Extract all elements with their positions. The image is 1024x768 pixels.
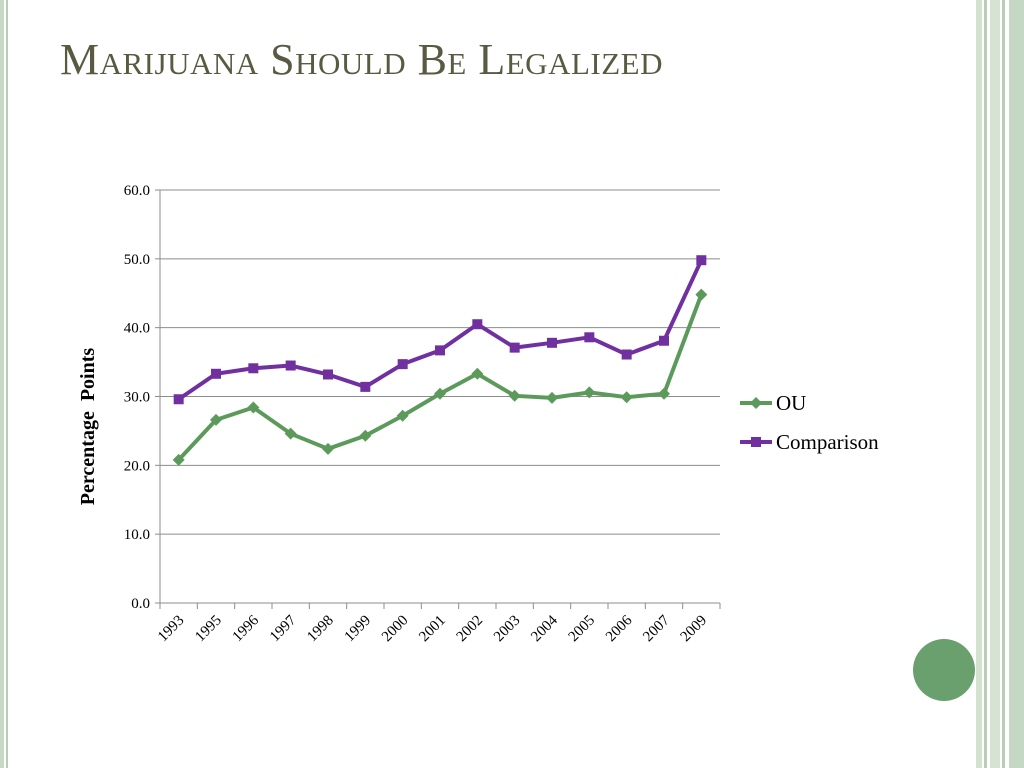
- data-point-ou: [210, 413, 222, 426]
- x-tick-label: 2007: [640, 612, 673, 645]
- data-point-ou: [396, 409, 409, 422]
- data-point-ou: [658, 387, 670, 400]
- series-line-ou: [177, 293, 704, 462]
- data-point-ou: [172, 453, 185, 466]
- legend-marker: [750, 397, 762, 409]
- x-tick-label: 2009: [678, 613, 711, 646]
- right-decorative-border: [976, 0, 1024, 768]
- decorative-circle: [913, 639, 975, 701]
- data-point-comparison: [285, 360, 296, 371]
- y-tick-label: 40.0: [124, 321, 150, 337]
- data-point-comparison: [248, 363, 259, 374]
- y-tick-label: 50.0: [124, 252, 150, 268]
- line-chart: 0.0 10.0 20.0 30.0 40.0 50.0 60.0 1993 1995 1996 1…: [60, 160, 940, 700]
- x-tick-label: 2006: [603, 612, 636, 645]
- data-point-ou: [546, 391, 558, 404]
- data-point-comparison: [360, 381, 371, 392]
- x-tick-label: 1993: [155, 613, 188, 646]
- y-tick-label: 20.0: [124, 458, 150, 474]
- x-tick-label: 2004: [528, 612, 561, 645]
- data-point-comparison: [621, 349, 632, 360]
- data-point-comparison: [509, 342, 520, 353]
- data-point-comparison: [173, 394, 184, 405]
- data-point-comparison: [397, 359, 408, 370]
- data-point-ou: [471, 367, 484, 380]
- data-point-ou: [434, 387, 446, 400]
- x-tick-label: 2001: [416, 613, 449, 646]
- y-tick-label: 30.0: [124, 390, 150, 406]
- data-point-comparison: [584, 332, 595, 343]
- x-tick-label: 2003: [491, 613, 524, 646]
- x-tick-label: 2002: [454, 613, 487, 646]
- data-point-comparison: [659, 335, 669, 346]
- data-point-ou: [284, 427, 297, 440]
- x-tick-label: 2000: [379, 613, 412, 646]
- legend-label: Comparison: [776, 430, 879, 454]
- data-point-comparison: [323, 369, 333, 380]
- x-tick-label: 2005: [566, 613, 599, 646]
- y-tick-label: 0.0: [131, 596, 150, 612]
- y-tick-label: 60.0: [124, 183, 150, 199]
- data-point-comparison: [472, 319, 483, 330]
- x-tick-label: 1995: [192, 613, 225, 646]
- y-tick-label: 10.0: [124, 527, 150, 543]
- data-point-ou: [695, 288, 708, 301]
- data-point-comparison: [211, 368, 221, 379]
- slide-title: Marijuana Should Be Legalized: [60, 35, 663, 84]
- legend-label: OU: [776, 391, 806, 415]
- x-tick-label: 1996: [230, 612, 263, 645]
- y-axis-title: Percentage Points: [77, 348, 99, 506]
- data-point-comparison: [435, 345, 445, 356]
- series-line-comparison: [177, 259, 704, 401]
- data-point-ou: [247, 401, 260, 414]
- data-point-ou: [508, 389, 521, 402]
- legend-marker: [751, 437, 761, 447]
- data-point-ou: [583, 386, 596, 399]
- x-tick-label: 1998: [304, 613, 337, 646]
- data-point-ou: [322, 442, 334, 455]
- data-point-ou: [620, 391, 633, 404]
- x-tick-label: 1997: [267, 612, 300, 645]
- data-point-ou: [359, 429, 372, 442]
- left-decorative-border: [0, 0, 9, 768]
- data-point-comparison: [696, 255, 707, 266]
- x-tick-label: 1999: [342, 613, 375, 646]
- data-point-comparison: [547, 337, 557, 348]
